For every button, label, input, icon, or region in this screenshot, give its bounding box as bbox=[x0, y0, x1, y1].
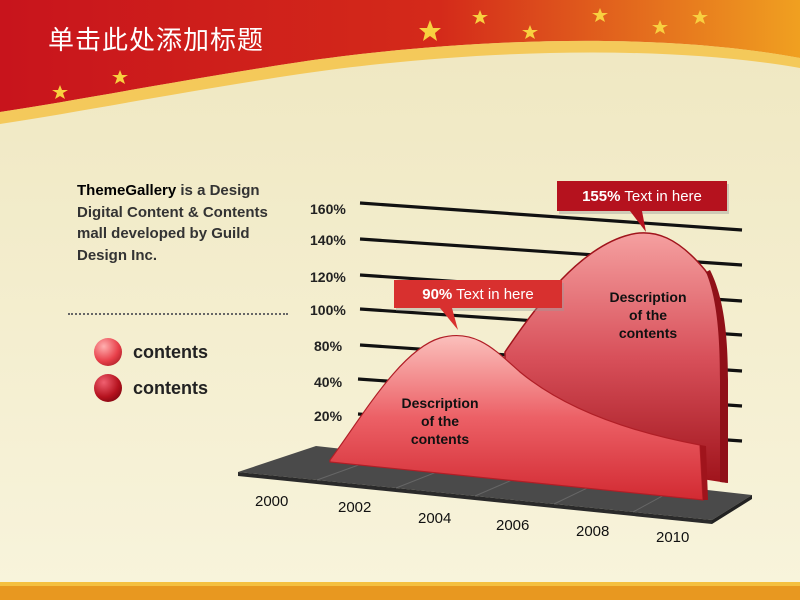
callout-box bbox=[394, 280, 562, 308]
x-tick-label: 2008 bbox=[576, 523, 609, 540]
x-axis-ticks: 2000 2002 2004 2006 2008 2010 bbox=[255, 493, 689, 546]
x-tick-label: 2010 bbox=[656, 529, 689, 546]
description-body: is a Design Digital Content & Contents m… bbox=[77, 182, 268, 264]
floor-edge bbox=[238, 472, 712, 524]
y-tick-label: 120% bbox=[310, 269, 346, 285]
legend-bullet-icon bbox=[94, 374, 122, 402]
y-tick-label: 40% bbox=[314, 374, 343, 390]
callouts: 90% Text in here 155% Text in here bbox=[394, 181, 729, 330]
y-axis-ticks: 160% 140% 120% 100% 80% 40% 20% bbox=[310, 201, 346, 424]
legend-bullet-icon bbox=[94, 338, 122, 366]
description-text: ThemeGallery is a Design Digital Content… bbox=[77, 180, 287, 266]
y-tick-label: 80% bbox=[314, 338, 343, 354]
callout-text: 90% Text in here bbox=[422, 286, 533, 303]
legend-label: contents bbox=[133, 377, 209, 398]
area-description-label: Description of the contents bbox=[609, 289, 686, 341]
bottom-bar bbox=[0, 582, 800, 600]
callout-pointer bbox=[440, 308, 458, 330]
gridline bbox=[359, 201, 743, 232]
header-banner bbox=[0, 0, 800, 112]
legend-item-2: contents bbox=[94, 374, 208, 402]
floor-side bbox=[712, 495, 752, 524]
series-front-edge bbox=[700, 445, 708, 500]
x-tick-label: 2002 bbox=[338, 499, 371, 516]
y-tick-label: 140% bbox=[310, 232, 346, 248]
callout-pointer bbox=[630, 211, 646, 232]
area-labels: Description of the contents Description of t… bbox=[401, 289, 686, 447]
y-tick-label: 100% bbox=[310, 302, 346, 318]
y-tick-label: 20% bbox=[314, 408, 343, 424]
header-swoosh bbox=[0, 40, 800, 124]
x-tick-label: 2000 bbox=[255, 493, 288, 510]
y-tick-label: 160% bbox=[310, 201, 346, 217]
x-tick-label: 2004 bbox=[418, 510, 451, 527]
star-decoration bbox=[52, 8, 708, 99]
callout-text: 155% Text in here bbox=[582, 188, 702, 205]
area-description-label: Description of the contents bbox=[401, 395, 478, 447]
x-tick-label: 2006 bbox=[496, 517, 529, 534]
series-back-edge bbox=[706, 270, 728, 483]
callout-box bbox=[557, 181, 727, 211]
brand-name: ThemeGallery bbox=[77, 182, 177, 199]
legend-item-1: contents bbox=[94, 338, 208, 366]
series-front-area bbox=[329, 334, 704, 501]
slide-title[interactable]: 单击此处添加标题 bbox=[48, 26, 265, 56]
legend-label: contents bbox=[133, 341, 209, 362]
chart-areas bbox=[329, 232, 728, 501]
dotted-divider bbox=[68, 313, 288, 315]
